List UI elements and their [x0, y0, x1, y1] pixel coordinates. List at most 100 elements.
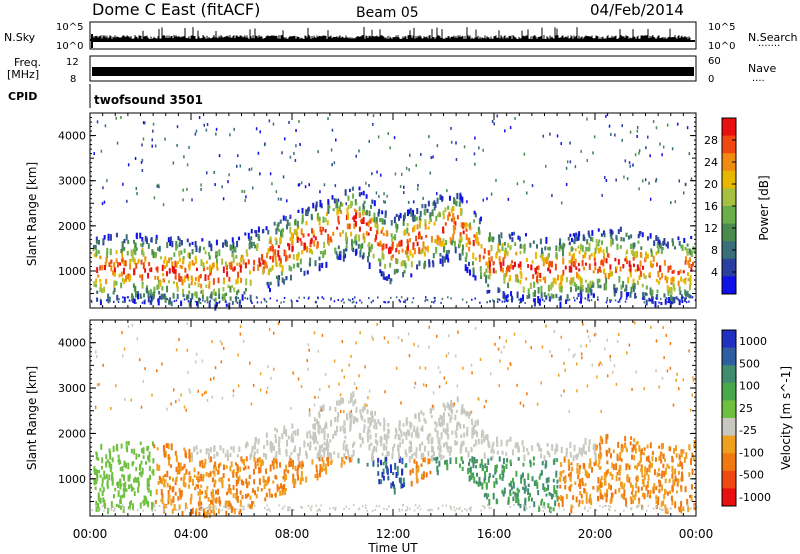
echo-cell [385, 243, 388, 249]
echo-cell [403, 482, 406, 488]
echo-cell [392, 472, 395, 476]
echo-cell [597, 296, 599, 299]
echo-cell [102, 186, 104, 190]
echo-cell [378, 194, 380, 198]
echo-cell [522, 299, 524, 302]
echo-cell [96, 240, 99, 245]
echo-cell [424, 246, 427, 250]
echo-cell [401, 438, 404, 444]
echo-cell [393, 216, 396, 224]
echo-cell [600, 240, 603, 245]
echo-cell [479, 463, 482, 468]
echo-cell [195, 257, 198, 264]
echo-cell [232, 485, 235, 491]
echo-cell [450, 126, 452, 130]
echo-cell [542, 509, 545, 512]
echo-cell [508, 482, 511, 487]
echo-cell [148, 458, 151, 463]
echo-cell [411, 301, 414, 304]
echo-cell [286, 255, 289, 261]
echo-cell [141, 284, 144, 288]
echo-cell [578, 499, 581, 504]
echo-cell [215, 258, 218, 264]
echo-cell [560, 276, 563, 284]
echo-cell [209, 264, 212, 268]
echo-cell [516, 487, 519, 492]
echo-cell [245, 478, 248, 485]
echo-cell [242, 508, 245, 511]
echo-cell [377, 463, 380, 468]
echo-cell [377, 471, 380, 476]
echo-cell [137, 476, 140, 484]
echo-cell [655, 369, 657, 373]
echo-cell [205, 448, 208, 455]
echo-cell [542, 263, 545, 267]
echo-cell [660, 452, 663, 457]
echo-cell [394, 222, 397, 228]
echo-cell [479, 301, 481, 304]
echo-cell [328, 205, 331, 209]
y-tick-label: 2000 [58, 220, 86, 233]
echo-cell [96, 469, 99, 475]
echo-cell [122, 504, 124, 507]
echo-cell [258, 478, 261, 486]
echo-cell [183, 276, 186, 283]
echo-cell [97, 508, 99, 511]
echo-cell [500, 350, 503, 354]
echo-cell [530, 346, 532, 350]
echo-cell [212, 470, 215, 474]
echo-cell [519, 297, 522, 304]
echo-cell [524, 499, 527, 507]
echo-cell [197, 282, 200, 288]
echo-cell [511, 237, 514, 242]
echo-cell [159, 477, 162, 484]
echo-cell [566, 160, 569, 164]
echo-cell [317, 349, 320, 353]
echo-cell [296, 238, 299, 243]
echo-cell [324, 423, 327, 429]
echo-cell [170, 402, 172, 406]
echo-cell [429, 171, 432, 175]
echo-cell [424, 219, 427, 226]
noise-right-tick-bottom: 10^0 [708, 41, 735, 52]
echo-cell [318, 265, 321, 272]
echo-cell [123, 491, 126, 498]
echo-cell [97, 457, 100, 461]
echo-cell [407, 232, 410, 237]
echo-cell [144, 497, 147, 502]
echo-cell [491, 455, 494, 459]
echo-cell [690, 458, 693, 466]
echo-cell [688, 284, 691, 291]
echo-cell [408, 456, 411, 463]
echo-cell [441, 198, 443, 202]
echo-cell [691, 468, 694, 476]
echo-cell [519, 401, 522, 405]
echo-cell [593, 461, 596, 467]
echo-cell [249, 270, 252, 275]
echo-cell [93, 281, 96, 287]
echo-cell [485, 268, 488, 273]
echo-cell [156, 369, 158, 373]
echo-cell [131, 298, 133, 301]
echo-cell [146, 483, 149, 491]
echo-cell [584, 451, 587, 455]
echo-cell [435, 246, 438, 254]
echo-cell [179, 264, 182, 269]
echo-cell [599, 361, 602, 365]
echo-cell [151, 249, 154, 256]
echo-cell [634, 292, 637, 299]
echo-cell [385, 461, 388, 468]
echo-cell [172, 161, 175, 165]
echo-cell [524, 301, 526, 304]
echo-cell [319, 190, 321, 194]
echo-cell [684, 260, 687, 265]
echo-cell [684, 182, 687, 186]
echo-cell [574, 248, 577, 252]
echo-cell [432, 451, 435, 457]
echo-cell [308, 348, 310, 352]
echo-cell [327, 209, 330, 214]
echo-cell [387, 428, 390, 435]
echo-cell [545, 236, 548, 244]
echo-cell [600, 452, 603, 458]
echo-cell [320, 230, 323, 236]
